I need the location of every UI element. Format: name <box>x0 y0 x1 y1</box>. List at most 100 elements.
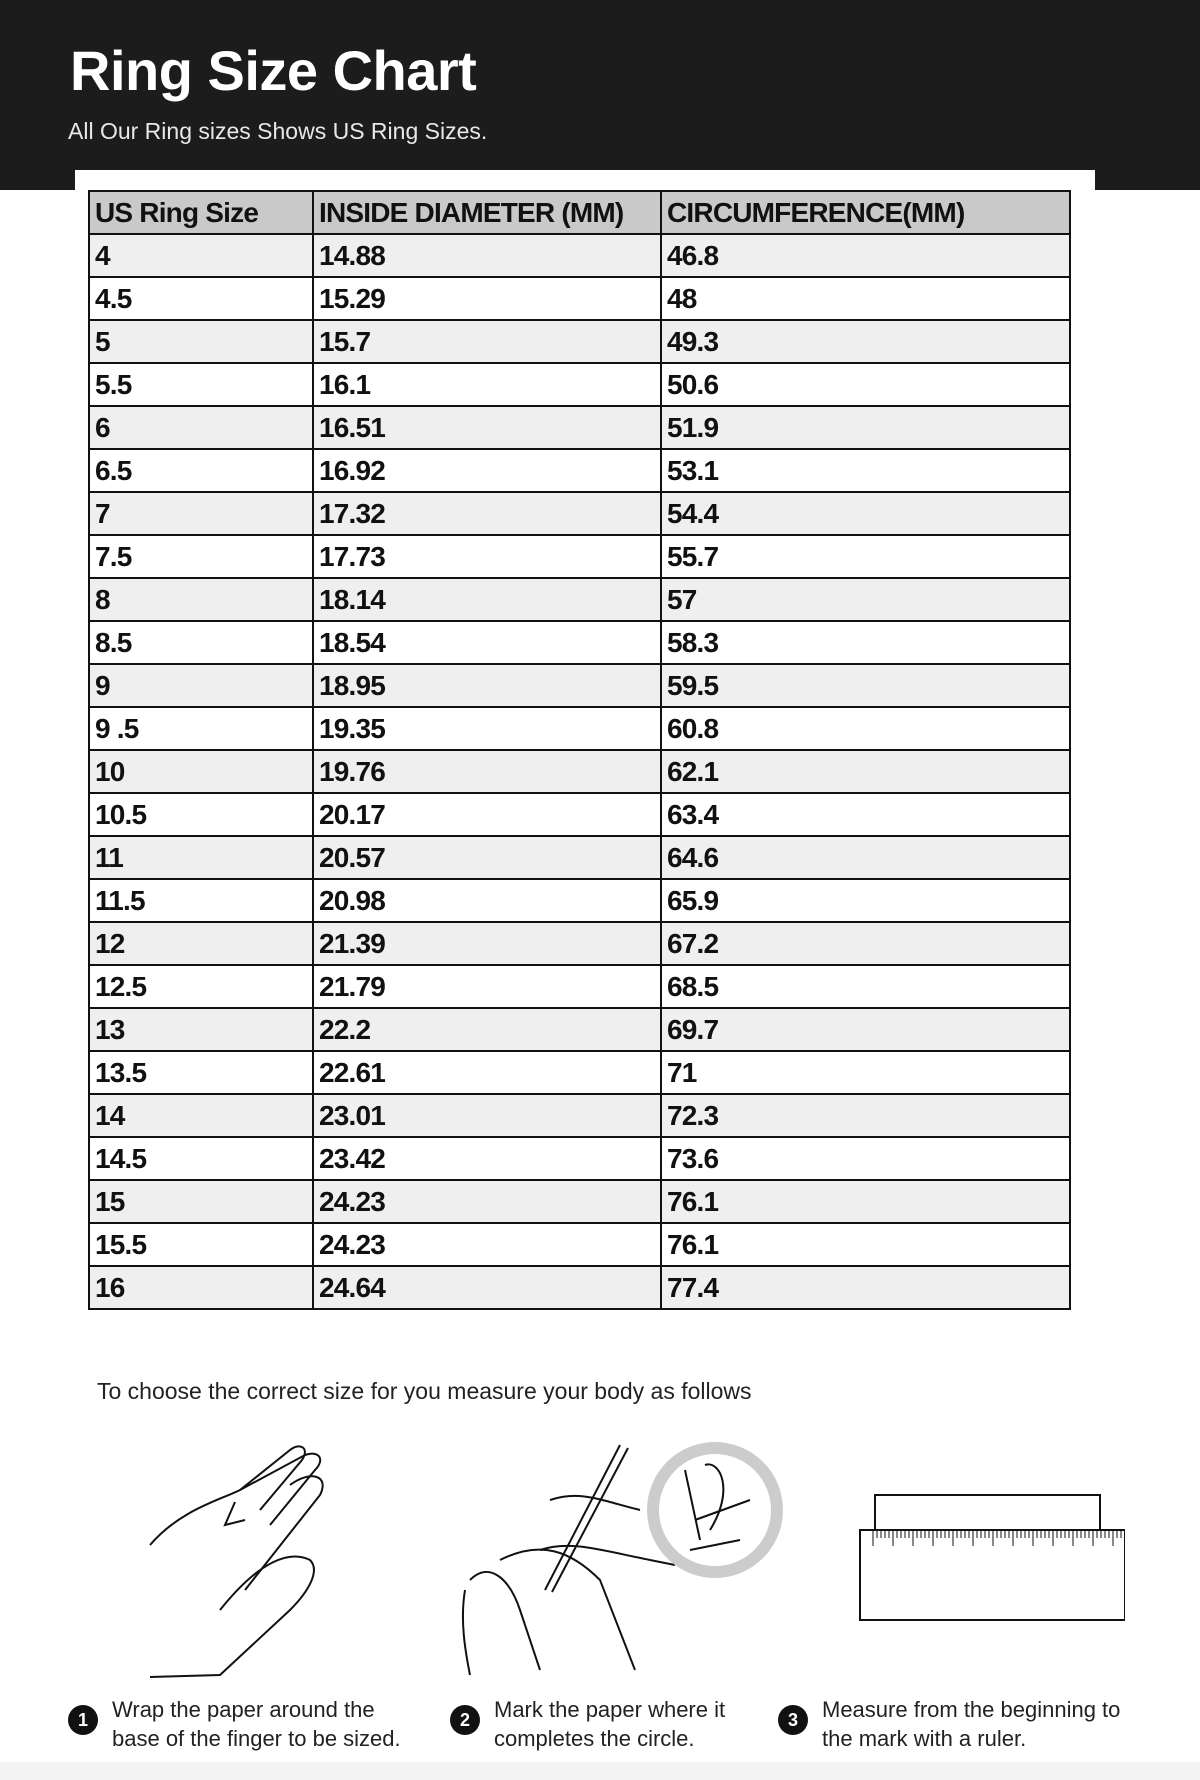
diameter-cell: 20.17 <box>312 792 662 837</box>
ring-size-cell: 4.5 <box>88 276 314 321</box>
diameter-cell: 18.54 <box>312 620 662 665</box>
step-text: Mark the paper where it <box>494 1697 726 1722</box>
diameter-cell: 17.32 <box>312 491 662 536</box>
diameter-cell: 17.73 <box>312 534 662 579</box>
table-row: 14.5 23.42 73.6 <box>88 1136 1071 1181</box>
page-subtitle: All Our Ring sizes Shows US Ring Sizes. <box>68 118 488 144</box>
step-text: base of the finger to be sized. <box>112 1726 401 1751</box>
diameter-cell: 22.2 <box>312 1007 662 1052</box>
table-row: 14 23.01 72.3 <box>88 1093 1071 1138</box>
table-row: 12 21.39 67.2 <box>88 921 1071 966</box>
step-number-badge: 1 <box>68 1705 98 1735</box>
table-row: 11 20.57 64.6 <box>88 835 1071 880</box>
diameter-cell: 19.76 <box>312 749 662 794</box>
circumference-cell: 65.9 <box>660 878 1071 923</box>
ring-size-cell: 12.5 <box>88 964 314 1009</box>
table-row: 7.5 17.73 55.7 <box>88 534 1071 579</box>
diameter-cell: 18.95 <box>312 663 662 708</box>
table-row: 8.5 18.54 58.3 <box>88 620 1071 665</box>
circumference-cell: 77.4 <box>660 1265 1071 1310</box>
diameter-cell: 23.01 <box>312 1093 662 1138</box>
hand-wrap-illustration <box>149 1445 324 1678</box>
table-header-row: US Ring Size INSIDE DIAMETER (MM) CIRCUM… <box>88 190 1071 235</box>
table-row: 8 18.14 57 <box>88 577 1071 622</box>
circumference-cell: 57 <box>660 577 1071 622</box>
ring-size-cell: 15.5 <box>88 1222 314 1267</box>
circumference-cell: 73.6 <box>660 1136 1071 1181</box>
circumference-cell: 59.5 <box>660 663 1071 708</box>
ring-size-cell: 13 <box>88 1007 314 1052</box>
ring-size-cell: 7.5 <box>88 534 314 579</box>
circumference-cell: 53.1 <box>660 448 1071 493</box>
diameter-cell: 20.57 <box>312 835 662 880</box>
circumference-cell: 68.5 <box>660 964 1071 1009</box>
ring-size-table: US Ring Size INSIDE DIAMETER (MM) CIRCUM… <box>88 190 1071 1310</box>
diameter-cell: 16.1 <box>312 362 662 407</box>
ring-size-cell: 5 <box>88 319 314 364</box>
column-header: INSIDE DIAMETER (MM) <box>312 190 662 235</box>
diameter-cell: 20.98 <box>312 878 662 923</box>
table-row: 11.5 20.98 65.9 <box>88 878 1071 923</box>
diameter-cell: 16.51 <box>312 405 662 450</box>
page-title: Ring Size Chart <box>70 39 477 102</box>
circumference-cell: 60.8 <box>660 706 1071 751</box>
table-row: 13.5 22.61 71 <box>88 1050 1071 1095</box>
ring-size-cell: 6.5 <box>88 448 314 493</box>
diameter-cell: 24.23 <box>312 1222 662 1267</box>
column-header: CIRCUMFERENCE(MM) <box>660 190 1071 235</box>
table-row: 9 18.95 59.5 <box>88 663 1071 708</box>
step-number-badge: 3 <box>778 1705 808 1735</box>
circumference-cell: 76.1 <box>660 1179 1071 1224</box>
ring-size-cell: 5.5 <box>88 362 314 407</box>
ring-size-cell: 12 <box>88 921 314 966</box>
diameter-cell: 14.88 <box>312 233 662 278</box>
circumference-cell: 58.3 <box>660 620 1071 665</box>
ring-size-cell: 9 .5 <box>88 706 314 751</box>
table-row: 6.5 16.92 53.1 <box>88 448 1071 493</box>
step-text: completes the circle. <box>494 1726 695 1751</box>
ring-size-cell: 14.5 <box>88 1136 314 1181</box>
instruction-step: 3 Measure from the beginning to the mark w… <box>778 1695 1120 1753</box>
ring-size-cell: 10 <box>88 749 314 794</box>
circumference-cell: 55.7 <box>660 534 1071 579</box>
circumference-cell: 72.3 <box>660 1093 1071 1138</box>
table-row: 5.5 16.1 50.6 <box>88 362 1071 407</box>
step-text: Wrap the paper around the <box>112 1697 375 1722</box>
instruction-step: 1 Wrap the paper around the base of the fi… <box>68 1695 401 1753</box>
table-row: 15.5 24.23 76.1 <box>88 1222 1071 1267</box>
diameter-cell: 19.35 <box>312 706 662 751</box>
circumference-cell: 64.6 <box>660 835 1071 880</box>
table-row: 7 17.32 54.4 <box>88 491 1071 536</box>
circumference-cell: 50.6 <box>660 362 1071 407</box>
table-row: 10.5 20.17 63.4 <box>88 792 1071 837</box>
circumference-cell: 48 <box>660 276 1071 321</box>
ring-size-cell: 7 <box>88 491 314 536</box>
ring-size-cell: 8.5 <box>88 620 314 665</box>
table-row: 10 19.76 62.1 <box>88 749 1071 794</box>
diameter-cell: 22.61 <box>312 1050 662 1095</box>
table-row: 16 24.64 77.4 <box>88 1265 1071 1310</box>
ring-size-cell: 4 <box>88 233 314 278</box>
diameter-cell: 18.14 <box>312 577 662 622</box>
table-row: 12.5 21.79 68.5 <box>88 964 1071 1009</box>
step-text: Measure from the beginning to <box>822 1697 1121 1722</box>
circumference-cell: 67.2 <box>660 921 1071 966</box>
circumference-cell: 63.4 <box>660 792 1071 837</box>
ring-size-cell: 8 <box>88 577 314 622</box>
step-number-badge: 2 <box>450 1705 480 1735</box>
table-row: 13 22.2 69.7 <box>88 1007 1071 1052</box>
ruler-illustration <box>859 1494 1125 1621</box>
step-text: the mark with a ruler. <box>822 1726 1027 1751</box>
ring-size-cell: 14 <box>88 1093 314 1138</box>
ring-size-cell: 6 <box>88 405 314 450</box>
ring-size-cell: 10.5 <box>88 792 314 837</box>
diameter-cell: 16.92 <box>312 448 662 493</box>
ring-size-cell: 11.5 <box>88 878 314 923</box>
diameter-cell: 15.7 <box>312 319 662 364</box>
table-row: 5 15.7 49.3 <box>88 319 1071 364</box>
table-row: 6 16.51 51.9 <box>88 405 1071 450</box>
circumference-cell: 69.7 <box>660 1007 1071 1052</box>
table-row: 4 14.88 46.8 <box>88 233 1071 278</box>
diameter-cell: 24.23 <box>312 1179 662 1224</box>
circumference-cell: 71 <box>660 1050 1071 1095</box>
